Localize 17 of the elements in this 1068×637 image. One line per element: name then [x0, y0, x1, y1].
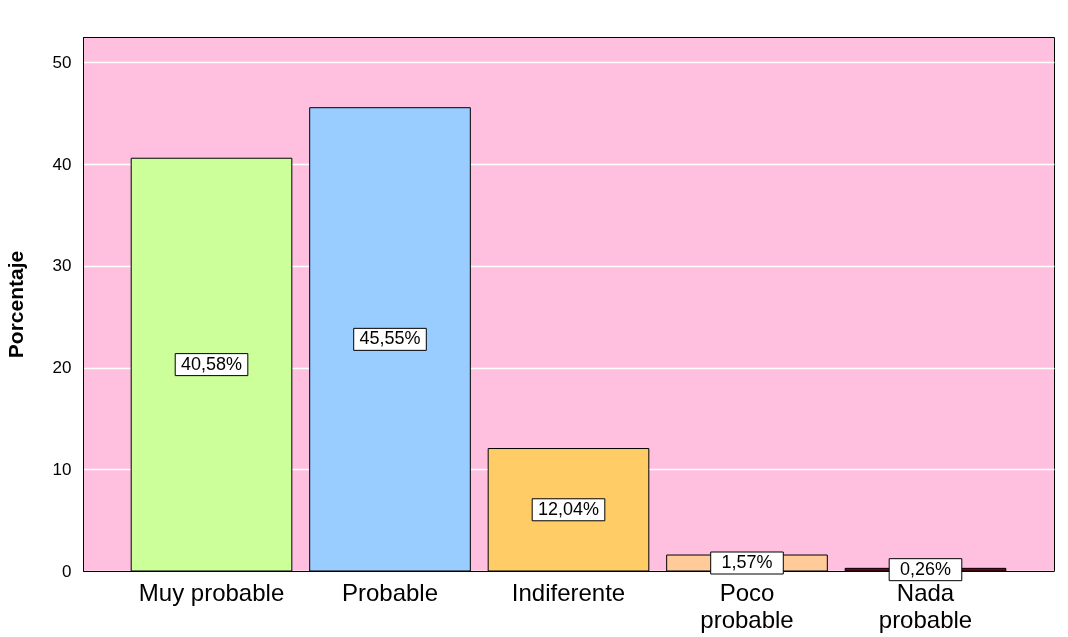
- data-label: 40,58%: [180, 353, 243, 374]
- data-label: 45,55%: [359, 328, 421, 349]
- y-tick-label: 10: [52, 459, 72, 479]
- y-tick-label: 30: [52, 256, 72, 276]
- x-tick-label: Probable: [341, 578, 439, 606]
- data-label: 0,26%: [899, 558, 952, 579]
- y-tick-label: 50: [52, 52, 72, 72]
- y-tick-label: 20: [52, 358, 72, 378]
- y-axis-title: Porcentaje: [3, 250, 27, 359]
- data-label: 1,57%: [721, 552, 773, 573]
- x-tick-label: Poco probable: [700, 578, 794, 633]
- x-tick-label: Nada probable: [878, 578, 973, 633]
- data-label: 12,04%: [537, 498, 600, 519]
- y-tick-label: 40: [52, 154, 72, 174]
- x-tick-label: Muy probable: [138, 578, 285, 606]
- y-tick-label: 0: [62, 561, 72, 581]
- x-tick-label: Indiferente: [511, 578, 626, 606]
